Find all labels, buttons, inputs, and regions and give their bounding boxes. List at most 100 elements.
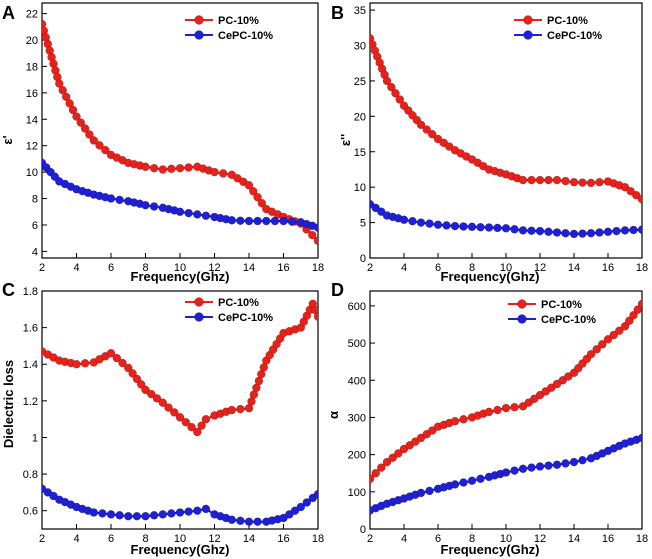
data-point xyxy=(158,165,168,174)
data-point xyxy=(620,322,630,331)
data-point xyxy=(428,130,437,139)
data-point xyxy=(370,34,375,43)
x-tick-label: 18 xyxy=(312,533,324,545)
data-point xyxy=(527,226,536,235)
data-point xyxy=(395,95,405,104)
data-point xyxy=(370,474,375,484)
data-point xyxy=(371,203,380,213)
data-point xyxy=(302,498,312,507)
data-point xyxy=(561,459,570,468)
data-point xyxy=(201,211,211,220)
y-tick-label: 10 xyxy=(26,167,38,179)
data-point xyxy=(187,422,196,432)
y-tick-label: 0.6 xyxy=(23,506,38,518)
data-point xyxy=(76,118,86,127)
x-tick-label: 2 xyxy=(367,262,373,274)
data-point xyxy=(313,223,318,232)
data-point xyxy=(270,216,280,226)
data-point xyxy=(112,353,122,363)
x-tick-label: 10 xyxy=(174,533,186,545)
legend: PC-10% CePC-10% xyxy=(508,299,596,326)
data-point xyxy=(377,463,386,472)
data-point xyxy=(65,99,74,108)
data-point xyxy=(132,374,142,384)
data-point xyxy=(399,215,409,225)
legend-marker xyxy=(523,30,533,40)
y-tick-label: 1.8 xyxy=(23,286,38,298)
data-point xyxy=(586,178,596,188)
data-point xyxy=(609,330,618,340)
data-point xyxy=(411,437,420,446)
data-point xyxy=(149,202,159,211)
y-tick-label: 5 xyxy=(360,218,366,230)
legend-label: PC-10% xyxy=(218,15,259,27)
x-tick-label: 16 xyxy=(277,262,289,274)
panel-label-a: A xyxy=(2,3,15,23)
legend: PC-10% CePC-10% xyxy=(185,15,273,42)
x-tick-label: 8 xyxy=(469,262,475,274)
data-point xyxy=(249,187,258,196)
series-group xyxy=(370,299,642,515)
data-point xyxy=(253,192,262,202)
data-point xyxy=(193,506,202,515)
x-tick-label: 10 xyxy=(174,262,186,274)
data-point xyxy=(72,359,81,369)
data-point xyxy=(544,175,553,185)
data-point xyxy=(141,511,150,521)
data-point xyxy=(170,408,179,417)
x-tick-label: 4 xyxy=(73,262,79,274)
data-point xyxy=(313,312,318,321)
data-point xyxy=(296,502,306,512)
legend-label: PC-10% xyxy=(218,297,259,309)
data-point xyxy=(416,120,426,130)
data-point xyxy=(564,372,573,381)
panel-label-c: C xyxy=(2,280,15,300)
data-point xyxy=(313,236,318,246)
data-point xyxy=(279,513,288,523)
y-tick-label: 0 xyxy=(360,524,366,536)
data-point xyxy=(535,462,545,471)
data-point xyxy=(377,207,386,216)
data-point xyxy=(193,427,202,437)
y-axis-title-d: α xyxy=(326,411,341,419)
y-axis-title-c: Dielectric loss xyxy=(1,360,16,448)
data-point xyxy=(416,488,426,498)
data-point xyxy=(236,516,245,526)
data-point xyxy=(501,224,511,233)
y-tick-label: 400 xyxy=(348,375,366,387)
y-tick-label: 22 xyxy=(26,9,38,21)
data-point xyxy=(152,394,162,403)
data-point xyxy=(147,389,156,399)
series-line-PC-10% xyxy=(42,301,318,434)
data-point xyxy=(484,407,494,417)
y-tick-label: 10 xyxy=(354,182,366,194)
data-point xyxy=(287,217,297,226)
x-tick-label: 10 xyxy=(500,533,512,545)
data-point xyxy=(422,125,431,134)
data-point xyxy=(544,227,553,237)
data-point xyxy=(55,79,64,88)
data-point xyxy=(620,182,630,192)
x-tick-label: 6 xyxy=(435,262,441,274)
legend-label: CePC-10% xyxy=(547,30,602,42)
data-point xyxy=(124,363,133,373)
data-point xyxy=(181,417,191,427)
data-point xyxy=(629,225,638,235)
data-point xyxy=(262,216,271,226)
data-point xyxy=(382,457,392,467)
data-point xyxy=(569,229,579,239)
data-point xyxy=(578,455,587,465)
x-tick-label: 14 xyxy=(568,533,580,545)
data-point xyxy=(561,176,570,186)
data-point xyxy=(106,348,116,358)
x-tick-label: 2 xyxy=(39,533,45,545)
data-point xyxy=(313,489,318,499)
data-point xyxy=(425,486,434,496)
x-tick-label: 14 xyxy=(243,262,255,274)
data-point xyxy=(49,491,58,501)
y-tick-label: 20 xyxy=(26,35,38,47)
data-point xyxy=(527,175,536,185)
data-point xyxy=(124,511,133,521)
data-point xyxy=(236,216,245,225)
